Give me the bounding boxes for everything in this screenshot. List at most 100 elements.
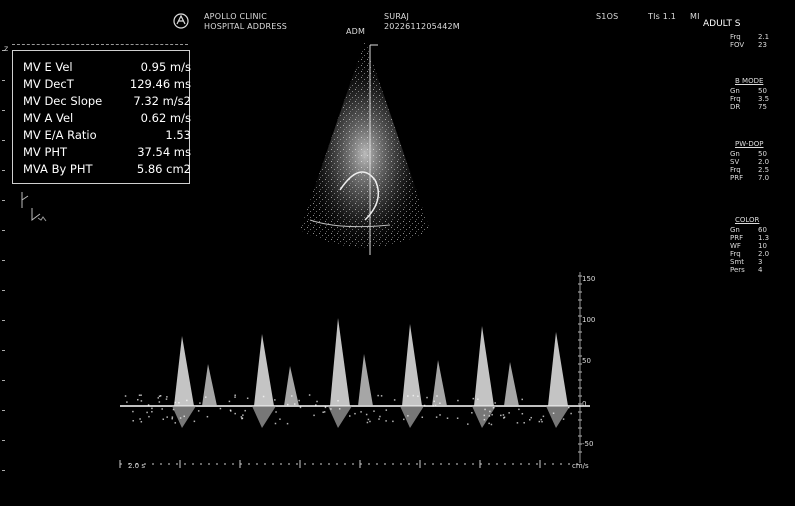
spectral-noise bbox=[141, 400, 143, 402]
spectral-noise bbox=[171, 418, 173, 420]
spectral-noise bbox=[477, 399, 479, 401]
spectral-noise bbox=[508, 412, 510, 414]
a-wave bbox=[202, 364, 217, 406]
velocity-scale-label: 0 bbox=[582, 400, 586, 408]
spectral-noise bbox=[504, 416, 506, 418]
measurement-value: 7.32 m/s2 bbox=[133, 93, 191, 109]
spectral-noise bbox=[570, 413, 572, 415]
spectral-noise bbox=[166, 416, 168, 418]
spectral-noise bbox=[522, 413, 524, 415]
spectral-noise bbox=[435, 405, 437, 407]
spectral-noise bbox=[242, 414, 244, 416]
spectral-noise bbox=[407, 395, 409, 397]
measurement-value: 37.54 ms bbox=[137, 144, 191, 160]
spectral-noise bbox=[541, 421, 543, 423]
a-wave bbox=[284, 366, 299, 406]
spectral-noise bbox=[140, 394, 142, 396]
e-wave bbox=[254, 334, 274, 406]
spectral-noise bbox=[369, 421, 371, 423]
spectral-noise bbox=[275, 411, 277, 413]
spectral-noise bbox=[493, 407, 495, 409]
measurement-value: 129.46 ms bbox=[130, 76, 191, 92]
spectral-noise bbox=[220, 408, 222, 410]
spectral-noise bbox=[439, 402, 441, 404]
measurement-label: MV Dec Slope bbox=[23, 93, 102, 109]
thermal-index: TIs 1.1 bbox=[648, 12, 676, 21]
spectral-noise bbox=[494, 402, 496, 404]
measurement-value: 5.86 cm2 bbox=[137, 161, 191, 177]
spectral-noise bbox=[279, 418, 281, 420]
spectral-noise bbox=[241, 416, 243, 418]
measurement-row: MV PHT 37.54 ms bbox=[23, 144, 195, 160]
spectral-noise bbox=[125, 395, 127, 397]
spectral-noise bbox=[139, 418, 141, 420]
e-wave bbox=[548, 332, 568, 406]
section-title-color: COLOR bbox=[735, 216, 759, 224]
department-name: HOSPITAL ADDRESS bbox=[204, 22, 287, 31]
reverse-flow bbox=[252, 406, 276, 428]
measurement-row: MV E/A Ratio 1.53 bbox=[23, 127, 195, 143]
spectral-noise bbox=[386, 409, 388, 411]
spectral-noise bbox=[484, 409, 486, 411]
spectral-noise bbox=[563, 418, 565, 420]
spectral-noise bbox=[436, 416, 438, 418]
e-wave bbox=[174, 336, 194, 406]
spectral-noise bbox=[234, 413, 236, 415]
spectral-noise bbox=[244, 410, 246, 412]
spectral-noise bbox=[529, 419, 531, 421]
spectral-noise bbox=[275, 423, 277, 425]
spectral-noise bbox=[377, 395, 379, 397]
spectral-noise bbox=[394, 399, 396, 401]
spectral-noise bbox=[360, 411, 362, 413]
spectral-noise bbox=[457, 417, 459, 419]
param-group-color: Gn 60 PRF 1.3 WF 10 Frq 2.0 Smt 3 Pers 4 bbox=[730, 226, 769, 274]
spectral-noise bbox=[489, 411, 491, 413]
velocity-scale-label: 50 bbox=[582, 357, 591, 365]
spectral-noise bbox=[523, 422, 525, 424]
section-title-pwdop: PW-DOP bbox=[735, 140, 764, 148]
spectral-noise bbox=[540, 419, 542, 421]
measurement-label: MV PHT bbox=[23, 144, 67, 160]
spectral-noise bbox=[325, 407, 327, 409]
spectral-noise bbox=[166, 396, 168, 398]
spectral-noise bbox=[457, 400, 459, 402]
spectral-noise bbox=[151, 408, 153, 410]
spectral-noise bbox=[436, 395, 438, 397]
orientation-marker-icon bbox=[18, 188, 68, 238]
spectral-noise bbox=[354, 413, 356, 415]
spectral-noise bbox=[366, 414, 368, 416]
spectral-noise bbox=[521, 399, 523, 401]
spectral-noise bbox=[132, 420, 134, 422]
spectral-noise bbox=[378, 418, 380, 420]
spectral-noise bbox=[500, 415, 502, 417]
spectral-noise bbox=[339, 408, 341, 410]
spectral-noise bbox=[330, 408, 332, 410]
spectral-noise bbox=[324, 411, 326, 413]
spectral-noise bbox=[568, 407, 570, 409]
spectral-noise bbox=[337, 400, 339, 402]
spectral-noise bbox=[491, 424, 493, 426]
spectral-noise bbox=[199, 402, 201, 404]
velocity-unit-label: cm/s bbox=[572, 462, 589, 470]
spectral-noise bbox=[161, 408, 163, 410]
spectral-noise bbox=[207, 416, 209, 418]
velocity-scale-label: 100 bbox=[582, 316, 595, 324]
spectral-noise bbox=[367, 422, 369, 424]
spectral-noise bbox=[426, 397, 428, 399]
spectral-noise bbox=[424, 405, 426, 407]
spectral-noise bbox=[194, 421, 196, 423]
spectral-noise bbox=[198, 410, 200, 412]
spectral-noise bbox=[241, 418, 243, 420]
spectral-noise bbox=[503, 414, 505, 416]
e-wave bbox=[330, 318, 350, 406]
spectral-noise bbox=[322, 412, 324, 414]
spectral-noise bbox=[174, 402, 176, 404]
e-wave bbox=[402, 324, 422, 406]
mechanical-index: MI bbox=[690, 12, 700, 21]
spectral-noise bbox=[315, 404, 317, 406]
spectral-noise bbox=[300, 407, 302, 409]
spectral-noise bbox=[158, 397, 160, 399]
reverse-flow bbox=[546, 406, 570, 428]
patient-id: 2022611205442M bbox=[384, 22, 460, 31]
spectral-noise bbox=[229, 401, 231, 403]
